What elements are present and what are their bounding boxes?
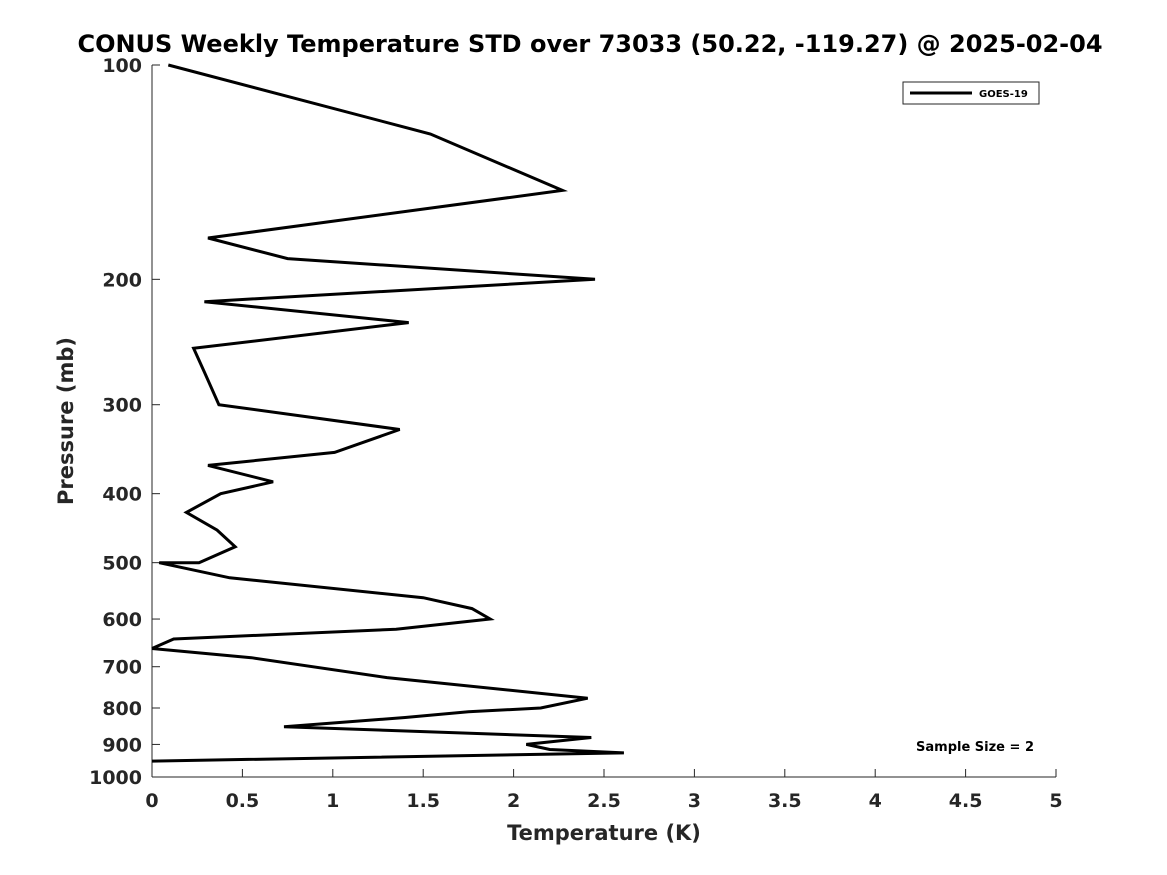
x-axis-label: Temperature (K) (507, 821, 701, 845)
y-tick-label: 600 (102, 609, 142, 631)
chart-title: CONUS Weekly Temperature STD over 73033 … (77, 30, 1102, 58)
x-tick-label: 4.5 (949, 790, 983, 812)
y-tick-label: 800 (102, 698, 142, 720)
y-tick-label: 400 (102, 484, 142, 506)
y-tick-label: 900 (102, 734, 142, 756)
y-axis-label: Pressure (mb) (54, 337, 78, 505)
y-axis-ticks: 100 200 300 400 500 600 700 800 900 1000 (89, 55, 160, 789)
x-tick-label: 2.5 (587, 790, 621, 812)
series-line-goes-19 (151, 63, 624, 763)
y-tick-label: 200 (102, 269, 142, 291)
x-tick-label: 1 (326, 790, 339, 812)
y-tick-label: 100 (102, 55, 142, 77)
x-tick-label: 4 (869, 790, 882, 812)
sample-size-annotation: Sample Size = 2 (916, 740, 1034, 755)
x-tick-label: 0.5 (226, 790, 260, 812)
x-axis-ticks: 0 0.5 1 1.5 2 2.5 3 3.5 4 4.5 5 (145, 769, 1063, 812)
legend-entry-goes-19: GOES-19 (979, 89, 1028, 100)
x-tick-label: 3 (688, 790, 701, 812)
x-tick-label: 5 (1049, 790, 1062, 812)
legend: GOES-19 (902, 81, 1040, 105)
y-tick-label: 700 (102, 657, 142, 679)
y-tick-label: 500 (102, 553, 142, 575)
x-tick-label: 0 (145, 790, 158, 812)
y-tick-label: 1000 (89, 767, 142, 789)
x-tick-label: 3.5 (768, 790, 802, 812)
x-tick-label: 2 (507, 790, 520, 812)
y-tick-label: 300 (102, 395, 142, 417)
series-layer (151, 63, 624, 763)
x-tick-label: 1.5 (406, 790, 440, 812)
